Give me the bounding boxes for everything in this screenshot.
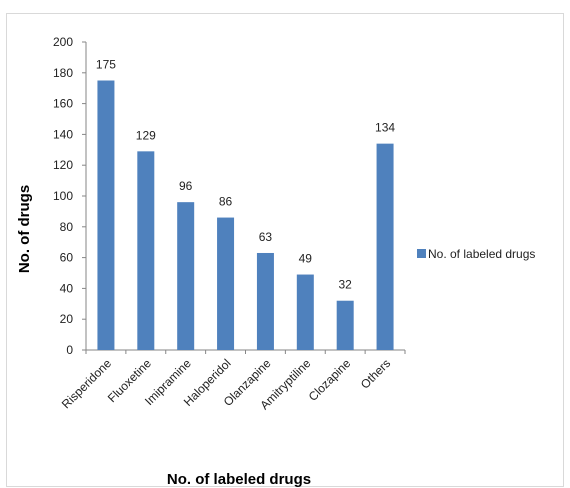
data-label: 86	[219, 195, 233, 209]
legend-swatch	[417, 249, 426, 258]
x-axis-title: No. of labeled drugs	[167, 471, 311, 488]
bar	[256, 252, 274, 350]
y-tick-label: 200	[53, 35, 73, 49]
y-tick-label: 20	[60, 312, 74, 326]
y-tick-label: 100	[53, 189, 73, 203]
bar	[336, 300, 354, 350]
y-tick-label: 60	[60, 251, 74, 265]
chart-frame	[6, 13, 564, 487]
data-labels: 175 129 96 86 63 49 32 134	[96, 58, 395, 292]
y-tick-label: 160	[53, 97, 73, 111]
data-label: 32	[339, 278, 353, 292]
data-label: 96	[179, 179, 193, 193]
data-label: 175	[96, 58, 116, 72]
legend-label: No. of labeled drugs	[428, 247, 535, 261]
data-label: 63	[259, 230, 273, 244]
bar	[137, 151, 155, 350]
x-tick-label: Others	[358, 356, 393, 391]
y-axis-title: No. of drugs	[16, 185, 33, 273]
y-tick-label: 0	[66, 343, 73, 357]
bar	[376, 143, 394, 350]
x-axis: RisperidoneFluoxetineImipramineHaloperid…	[59, 349, 406, 412]
y-tick-label: 140	[53, 127, 73, 141]
y-tick-label: 120	[53, 158, 73, 172]
x-tick-label: Clozapine	[306, 356, 354, 404]
bar	[177, 202, 195, 350]
bar	[97, 80, 115, 350]
legend: No. of labeled drugs	[417, 247, 535, 261]
y-tick-label: 40	[60, 281, 74, 295]
y-tick-label: 180	[53, 66, 73, 80]
y-tick-label: 80	[60, 220, 74, 234]
bar	[217, 217, 235, 350]
bars	[97, 80, 394, 350]
x-tick-label: Risperidone	[59, 356, 114, 411]
data-label: 129	[136, 128, 156, 142]
data-label: 134	[375, 121, 395, 135]
bar	[296, 274, 314, 350]
y-axis: 0 20 40 60 80 100 120 140 160 180 200	[53, 35, 87, 357]
data-label: 49	[299, 252, 313, 266]
